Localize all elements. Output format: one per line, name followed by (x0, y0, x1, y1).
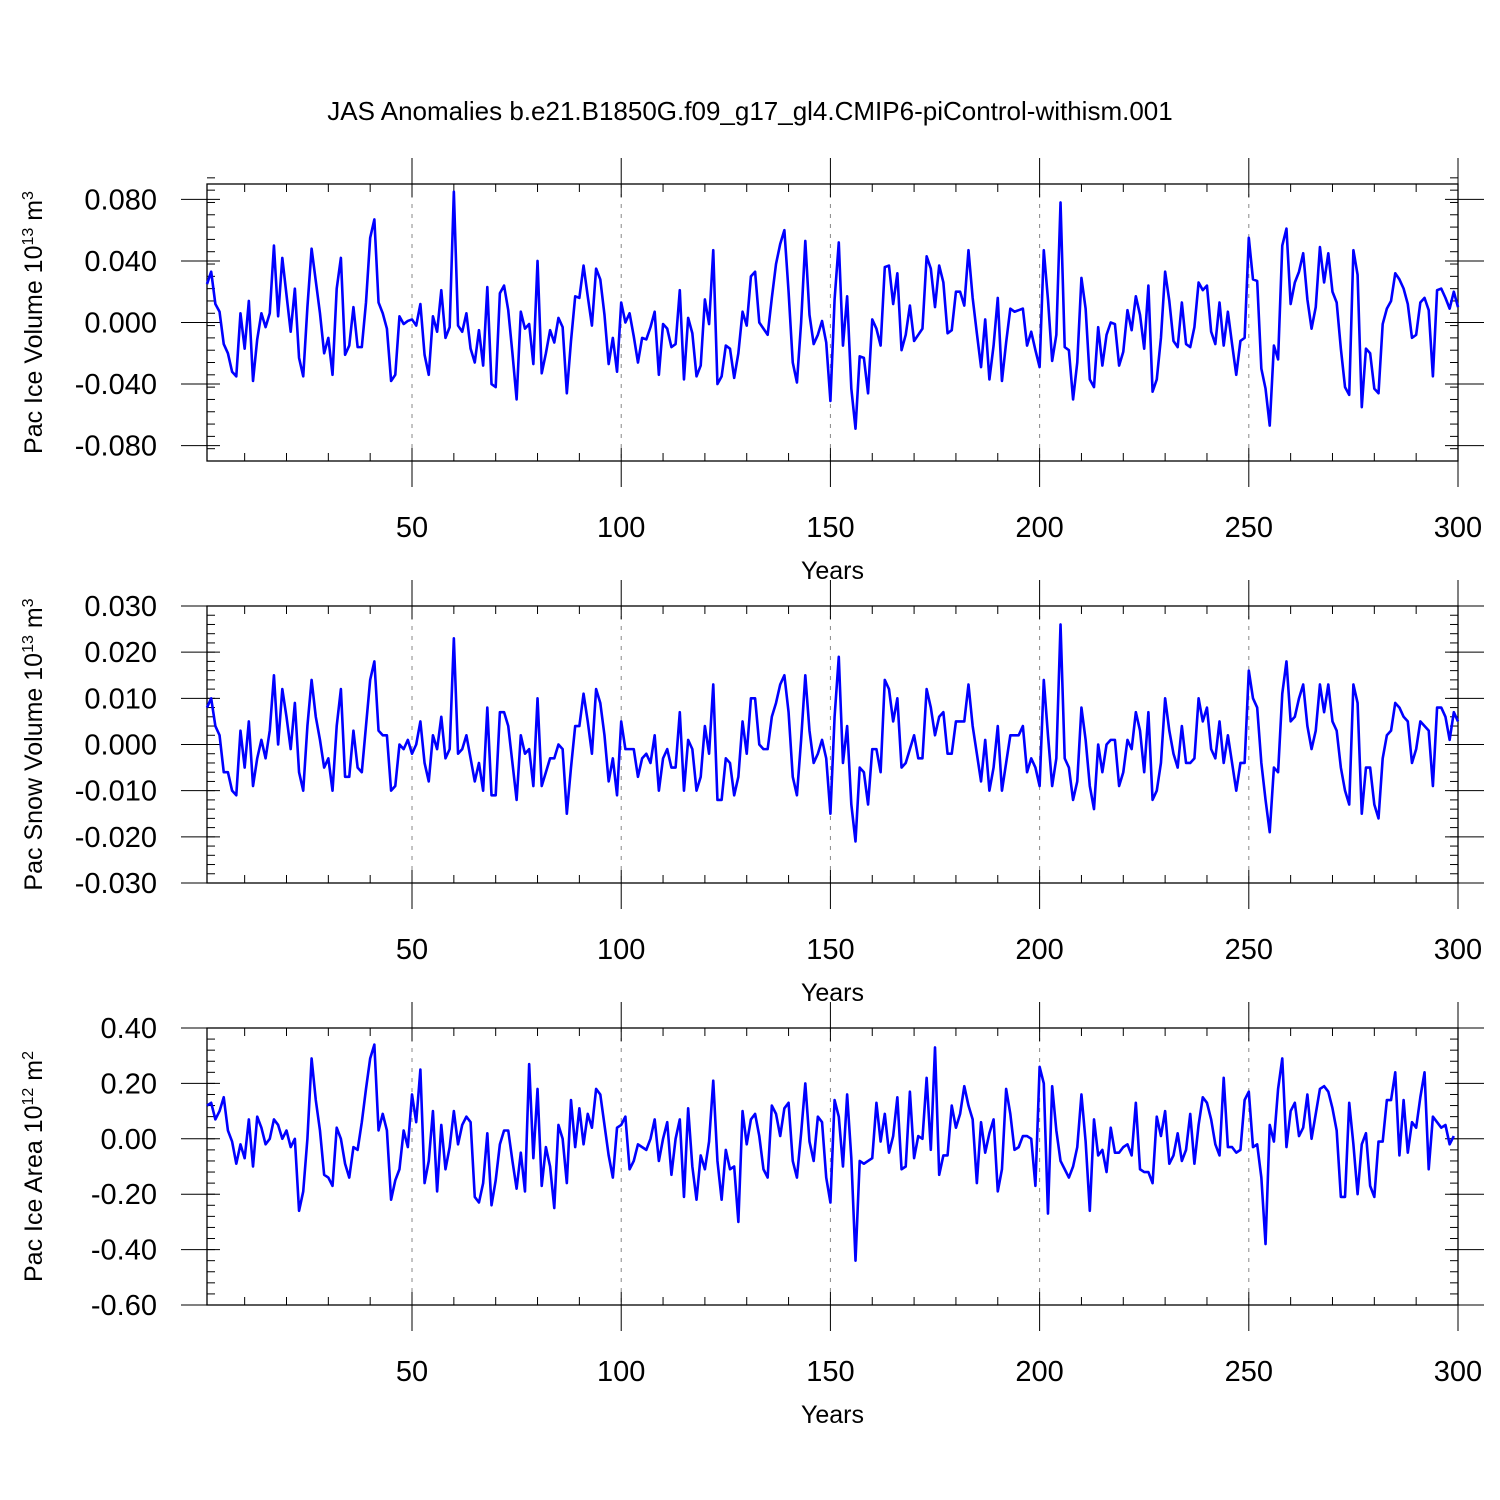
y-axis-label-text: m (20, 200, 48, 228)
y-axis-label-text: m (20, 1060, 48, 1088)
y-axis-label: Pac Snow Volume 1013 m3 (20, 598, 48, 890)
y-tick-label: 0.030 (84, 591, 157, 623)
y-tick-label: -0.60 (91, 1290, 157, 1322)
panel-1: 50 100 150 200 250 300 -0.080 -0.040 0.000 0.040 0… (20, 158, 1484, 585)
panel-3: 50 100 150 200 250 300 -0.60 -0.40 -0.20 0.00 0.20… (20, 1002, 1484, 1429)
x-axis-label: Years (801, 979, 864, 1007)
y-tick-label: -0.40 (91, 1235, 157, 1267)
y-tick-label: -0.080 (75, 431, 157, 463)
x-tick-label: 300 (1434, 1356, 1482, 1388)
x-tick-label: 50 (396, 512, 428, 544)
x-tick-label: 300 (1434, 934, 1482, 966)
y-axis-label-superscript: 13 (20, 228, 37, 246)
y-tick-label: -0.020 (75, 822, 157, 854)
y-axis-label-text: Pac Snow Volume 10 (20, 653, 48, 891)
x-tick-label: 200 (1015, 512, 1063, 544)
y-axis-label-superscript: 3 (20, 598, 37, 607)
x-tick-label: 50 (396, 1356, 428, 1388)
y-tick-label: 0.20 (101, 1068, 157, 1100)
y-tick-label: -0.040 (75, 369, 157, 401)
x-tick-label: 250 (1225, 1356, 1273, 1388)
y-axis-label: Pac Ice Area 1012 m2 (20, 1051, 48, 1282)
x-tick-label: 100 (597, 934, 645, 966)
y-tick-label: 0.010 (84, 683, 157, 715)
y-axis-label-superscript: 2 (20, 1051, 37, 1060)
y-tick-label: 0.000 (84, 308, 157, 340)
x-axis-label: Years (801, 1401, 864, 1429)
y-axis-label-superscript: 3 (20, 191, 37, 200)
y-axis-label: Pac Ice Volume 1013 m3 (20, 191, 48, 454)
y-tick-label: 0.040 (84, 246, 157, 278)
chart-title: JAS Anomalies b.e21.B1850G.f09_g17_gl4.C… (327, 96, 1172, 126)
y-tick-label: 0.00 (101, 1124, 157, 1156)
x-tick-label: 200 (1015, 1356, 1063, 1388)
x-tick-label: 250 (1225, 934, 1273, 966)
y-tick-label: -0.20 (91, 1179, 157, 1211)
x-tick-label: 50 (396, 934, 428, 966)
y-tick-label: 0.40 (101, 1013, 157, 1045)
series-line (205, 190, 1460, 430)
series-line (206, 1043, 1455, 1262)
x-tick-label: 100 (597, 1356, 645, 1388)
y-axis-label-superscript: 13 (20, 635, 37, 653)
y-axis-label-text: Pac Ice Volume 10 (20, 246, 48, 454)
y-tick-label: 0.080 (84, 184, 157, 216)
x-tick-label: 300 (1434, 512, 1482, 544)
panel-2: 50 100 150 200 250 300 -0.030 -0.020 -0.010 0.000… (20, 580, 1484, 1007)
plot-frame (206, 1027, 1459, 1306)
y-axis-label-text: m (20, 607, 48, 635)
y-axis-label-text: Pac Ice Area 10 (20, 1105, 48, 1282)
x-tick-label: 100 (597, 512, 645, 544)
x-axis-label: Years (801, 557, 864, 585)
y-tick-label: 0.000 (84, 730, 157, 762)
x-tick-label: 150 (806, 934, 854, 966)
x-tick-label: 150 (806, 1356, 854, 1388)
series-line (205, 623, 1460, 843)
y-tick-label: -0.010 (75, 776, 157, 808)
x-tick-label: 250 (1225, 512, 1273, 544)
y-axis-label-superscript: 12 (20, 1088, 37, 1106)
y-tick-label: 0.020 (84, 637, 157, 669)
x-tick-label: 200 (1015, 934, 1063, 966)
y-tick-label: -0.030 (75, 868, 157, 900)
x-tick-label: 150 (806, 512, 854, 544)
panels: 50 100 150 200 250 300-0.080-0.0400.0000.0400… (20, 158, 1484, 1429)
